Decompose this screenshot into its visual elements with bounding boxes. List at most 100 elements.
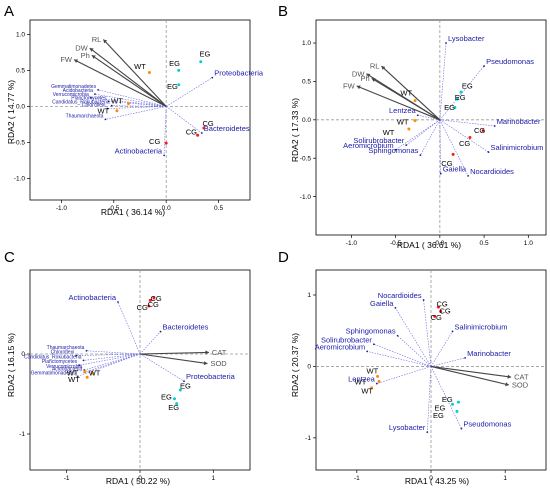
taxa-point	[451, 330, 454, 333]
panel-b: B RDA1 ( 36.61 %) RDA2 ( 17.33 %) -1.0 -0…	[278, 3, 547, 250]
taxa-label: Planctomycetes	[71, 95, 107, 101]
panel-d-xtick-label: 1	[503, 475, 507, 482]
taxa-label: Gaiella	[443, 165, 467, 174]
taxa-vector	[395, 119, 441, 151]
taxa-label: Bacteroidetes	[204, 124, 250, 133]
taxa-label: Actinobacteria	[68, 293, 116, 302]
sample-label-cg: CG	[439, 307, 450, 316]
env-label: SOD	[512, 381, 529, 390]
taxa-vector	[420, 119, 441, 156]
env-label: FW	[60, 55, 73, 64]
taxa-point	[372, 343, 375, 346]
taxa-vector	[117, 301, 141, 355]
env-vector	[430, 365, 512, 378]
panel-a-ytick-label: 1.0	[16, 32, 25, 39]
sample-point-wt	[83, 370, 87, 374]
sample-point-eg	[178, 388, 182, 392]
env-label: CAT	[514, 373, 529, 382]
env-label: RL	[370, 62, 380, 71]
taxa-label: Aeromicrobium	[343, 141, 393, 150]
taxa-point	[97, 88, 99, 91]
sample-point-cg	[451, 152, 455, 156]
taxa-label: Planctomycetes	[42, 359, 78, 365]
sample-point-cg	[436, 305, 440, 309]
sample-label-wt: WT	[355, 377, 367, 386]
sample-point-wt	[413, 99, 417, 103]
panel-c-xtick-label: 0	[138, 475, 142, 482]
env-vector	[371, 77, 441, 121]
sample-label-cg: CG	[202, 119, 213, 128]
env-arrowhead	[381, 66, 386, 70]
taxa-point	[75, 354, 78, 357]
sample-label-eg: EG	[433, 411, 444, 420]
sample-label-eg: EG	[444, 103, 455, 112]
taxa-point	[460, 427, 463, 430]
panel-a-ytick-label: -1.0	[14, 176, 26, 183]
sample-label-eg: EG	[455, 93, 466, 102]
panel-b-ytick-label: -1.0	[300, 194, 312, 201]
env-label: FW	[343, 82, 356, 91]
taxa-label: Thaumarchaeota	[47, 345, 85, 351]
sample-point-wt	[147, 71, 151, 75]
sample-label-eg: EG	[200, 50, 211, 59]
sample-label-cg: CG	[148, 300, 159, 309]
sample-point-eg	[455, 409, 459, 413]
taxa-vector	[79, 353, 141, 366]
sample-point-cg	[152, 296, 156, 300]
sample-label-wt: WT	[361, 387, 373, 396]
taxa-point	[211, 76, 214, 79]
panel-b-ytick-label: 1.0	[302, 40, 311, 47]
env-arrowhead	[356, 85, 361, 90]
taxa-label: Lentzea	[348, 375, 376, 384]
env-label: Ph	[361, 74, 370, 83]
panel-b-xtick-label: 1.0	[524, 240, 533, 247]
sample-label-eg: EG	[167, 82, 178, 91]
taxa-point	[394, 148, 397, 151]
env-vector	[430, 365, 510, 386]
taxa-point	[493, 125, 496, 127]
env-arrowhead	[74, 59, 78, 63]
sample-label-eg: EG	[168, 403, 179, 412]
sample-point-cg	[148, 298, 152, 302]
taxa-label: Salinimicrobium	[491, 143, 544, 152]
env-arrowhead	[366, 73, 371, 78]
sample-point-eg	[459, 90, 463, 94]
taxa-point	[483, 65, 485, 67]
taxa-vector	[166, 106, 202, 134]
taxa-label: Solirubrobacter	[353, 136, 404, 145]
sample-label-wt: WT	[400, 88, 412, 97]
taxa-label: Aeromicrobium	[315, 342, 365, 351]
panel-d-ylabel: RDA2 ( 20.37 %)	[290, 333, 300, 397]
sample-point-cg	[433, 314, 437, 318]
taxa-point	[464, 356, 467, 359]
sample-point-wt	[85, 375, 89, 379]
taxa-label: Gaiella	[370, 299, 394, 308]
sample-label-wt: WT	[383, 128, 395, 137]
taxa-vector	[139, 331, 161, 355]
panel-b-ylabel: RDA2 ( 17.33 %)	[290, 98, 300, 162]
taxa-point	[405, 144, 408, 147]
panel-d-ytick-label: -1	[305, 435, 311, 442]
sample-label-eg: EG	[180, 381, 191, 390]
env-label: SOD	[210, 359, 227, 368]
env-label: DW	[75, 44, 88, 53]
sample-label-cg: CG	[441, 159, 452, 168]
panel-b-xlabel: RDA1 ( 36.61 %)	[397, 240, 461, 250]
panel-d-xlabel: RDA1 ( 43.25 %)	[405, 476, 469, 486]
sample-point-eg	[453, 106, 457, 110]
panel-a-xtick-label: 0.0	[162, 205, 171, 212]
env-vector	[89, 47, 167, 107]
sample-point-eg	[177, 83, 181, 87]
taxa-label: Candidatus_Rokubacteria	[52, 100, 110, 106]
panel-label-b: B	[278, 3, 288, 20]
sample-label-wt: WT	[111, 97, 123, 106]
sample-label-cg: CG	[186, 127, 197, 136]
taxa-label: Marinobacter	[497, 117, 541, 126]
panel-a-ytick-label: 0.0	[16, 104, 25, 111]
taxa-label: Acidobacteria	[52, 366, 83, 372]
sample-point-wt	[413, 119, 417, 123]
panel-a-xtick-label: -0.5	[108, 205, 120, 212]
sample-point-eg	[451, 402, 455, 406]
env-label: DW	[352, 69, 365, 78]
taxa-point	[445, 42, 447, 44]
